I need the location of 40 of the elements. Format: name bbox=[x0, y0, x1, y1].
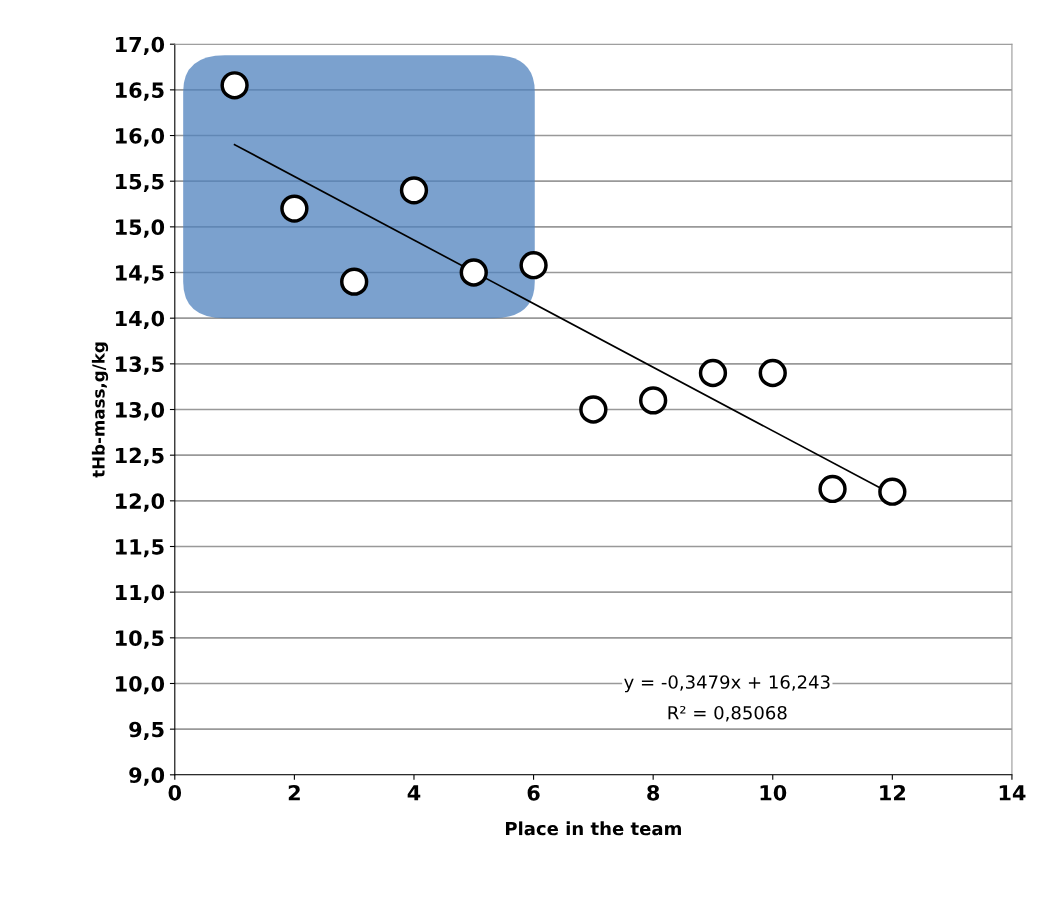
y-tick-label: 16,0 bbox=[116, 127, 165, 147]
y-tick-label: 11,0 bbox=[116, 584, 165, 604]
y-tick-label: 10,0 bbox=[116, 675, 165, 695]
y-tick-label: 16,5 bbox=[116, 82, 164, 101]
y-tick-label: 9,5 bbox=[129, 721, 164, 741]
point bbox=[220, 71, 249, 100]
y-tick-label: 14,5 bbox=[116, 265, 164, 284]
y-tick-label: 17,0 bbox=[116, 36, 165, 56]
point bbox=[519, 251, 548, 280]
x-tick-label: 8 bbox=[647, 784, 660, 801]
annotation: y = -0,3479x + 16,243 bbox=[624, 675, 830, 693]
x-tick-label: 2 bbox=[288, 784, 300, 801]
x-tick-label: 10 bbox=[760, 784, 787, 801]
y-tick-label: 12,5 bbox=[116, 447, 164, 467]
x-tick-label: 6 bbox=[527, 784, 540, 801]
y-tick-label: 11,5 bbox=[116, 539, 164, 558]
y-tick-label: 9,0 bbox=[129, 767, 165, 786]
y-tick-label: 15,5 bbox=[116, 173, 164, 193]
point bbox=[639, 386, 668, 415]
point bbox=[579, 395, 608, 424]
x-tick-label: 0 bbox=[168, 784, 182, 801]
y-tick-label: 13,5 bbox=[116, 356, 164, 375]
y-tick-label: 12,0 bbox=[116, 493, 165, 512]
point bbox=[340, 267, 369, 296]
point bbox=[698, 358, 728, 388]
y-tick-label: 15,0 bbox=[116, 219, 165, 238]
x-tick-label: 4 bbox=[407, 785, 421, 801]
point bbox=[758, 358, 787, 388]
point bbox=[280, 194, 309, 223]
x-tick-label: 12 bbox=[880, 784, 906, 801]
point bbox=[878, 477, 907, 506]
y-tick-label: 10,5 bbox=[116, 630, 164, 649]
x-tick-label: 14 bbox=[999, 785, 1026, 801]
x-axis-title: Place in the team bbox=[505, 821, 681, 836]
y-tick-label: 13,0 bbox=[116, 401, 165, 421]
y-axis-title: tHb-mass,g/kg bbox=[91, 342, 109, 478]
point bbox=[399, 176, 429, 205]
y-tick-label: 14,0 bbox=[116, 310, 165, 330]
point bbox=[459, 258, 488, 287]
annotation: R² = 0,85068 bbox=[668, 705, 787, 722]
